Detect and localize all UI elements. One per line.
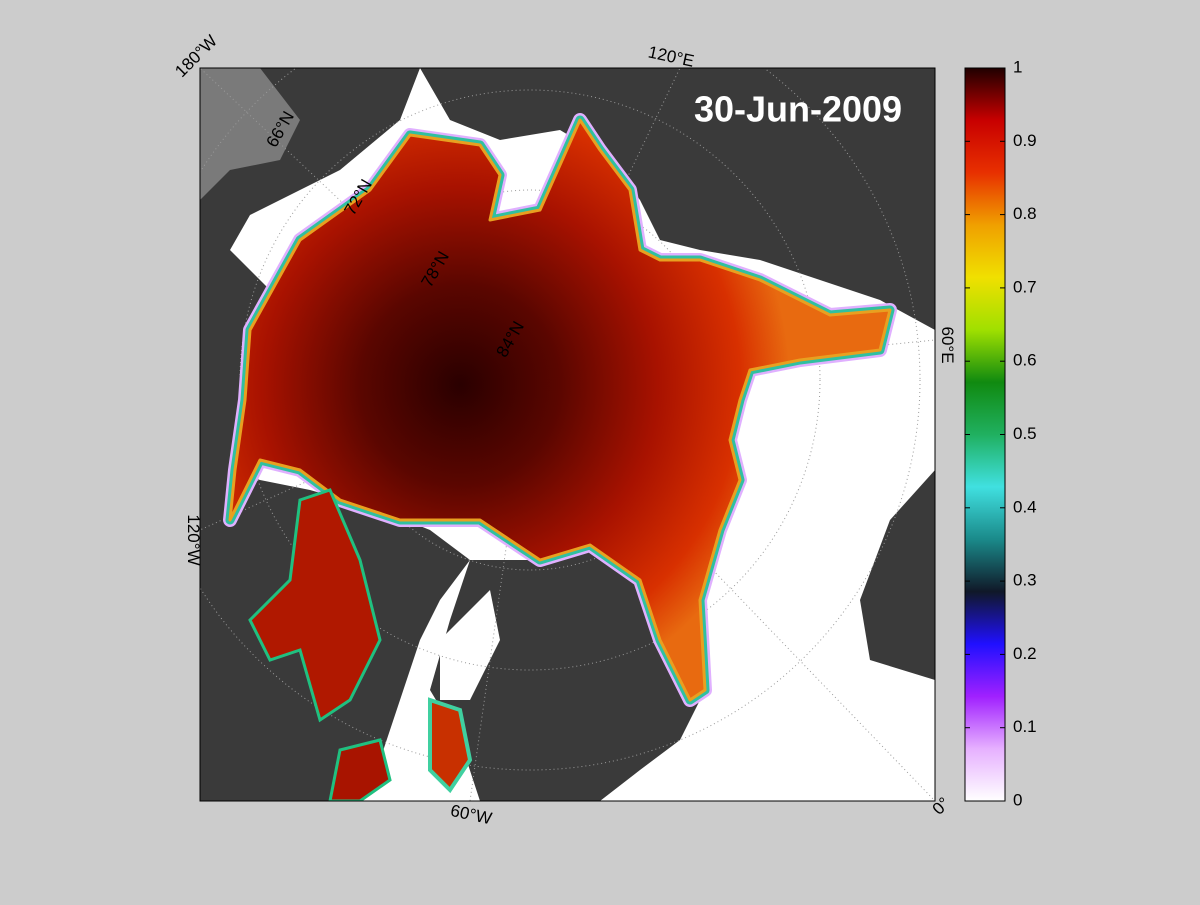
colorbar-tick-label: 0.1: [1013, 717, 1037, 736]
sea-ice: [223, 113, 897, 801]
colorbar-tick-label: 0.6: [1013, 351, 1037, 370]
land-scandinavia: [860, 470, 935, 680]
colorbar-tick-label: 0.9: [1013, 131, 1037, 150]
land-west-greenland-ice: [440, 590, 500, 700]
colorbar-tick-label: 0.5: [1013, 424, 1037, 443]
colorbar-tick-label: 0.4: [1013, 497, 1037, 516]
colorbar-tick-label: 0.2: [1013, 644, 1037, 663]
map: [200, 68, 935, 801]
colorbar-tick-label: 0.8: [1013, 204, 1037, 223]
colorbar-tick-label: 0.7: [1013, 277, 1037, 296]
colorbar: [964, 67, 1006, 802]
longitude-label: 60°E: [938, 326, 957, 363]
longitude-label: 120°E: [646, 42, 695, 70]
colorbar-tick-label: 0.3: [1013, 571, 1037, 590]
date-label: 30-Jun-2009: [694, 89, 902, 130]
longitude-label: 60°W: [449, 801, 494, 828]
land-siberia: [420, 68, 935, 330]
colorbar-tick-label: 0: [1013, 790, 1022, 809]
land-grey: [200, 68, 300, 200]
colorbar-tick-label: 1: [1013, 57, 1022, 76]
land-greenland: [430, 540, 700, 801]
longitude-label: 120°W: [184, 514, 203, 565]
map-frame: [199, 67, 936, 802]
